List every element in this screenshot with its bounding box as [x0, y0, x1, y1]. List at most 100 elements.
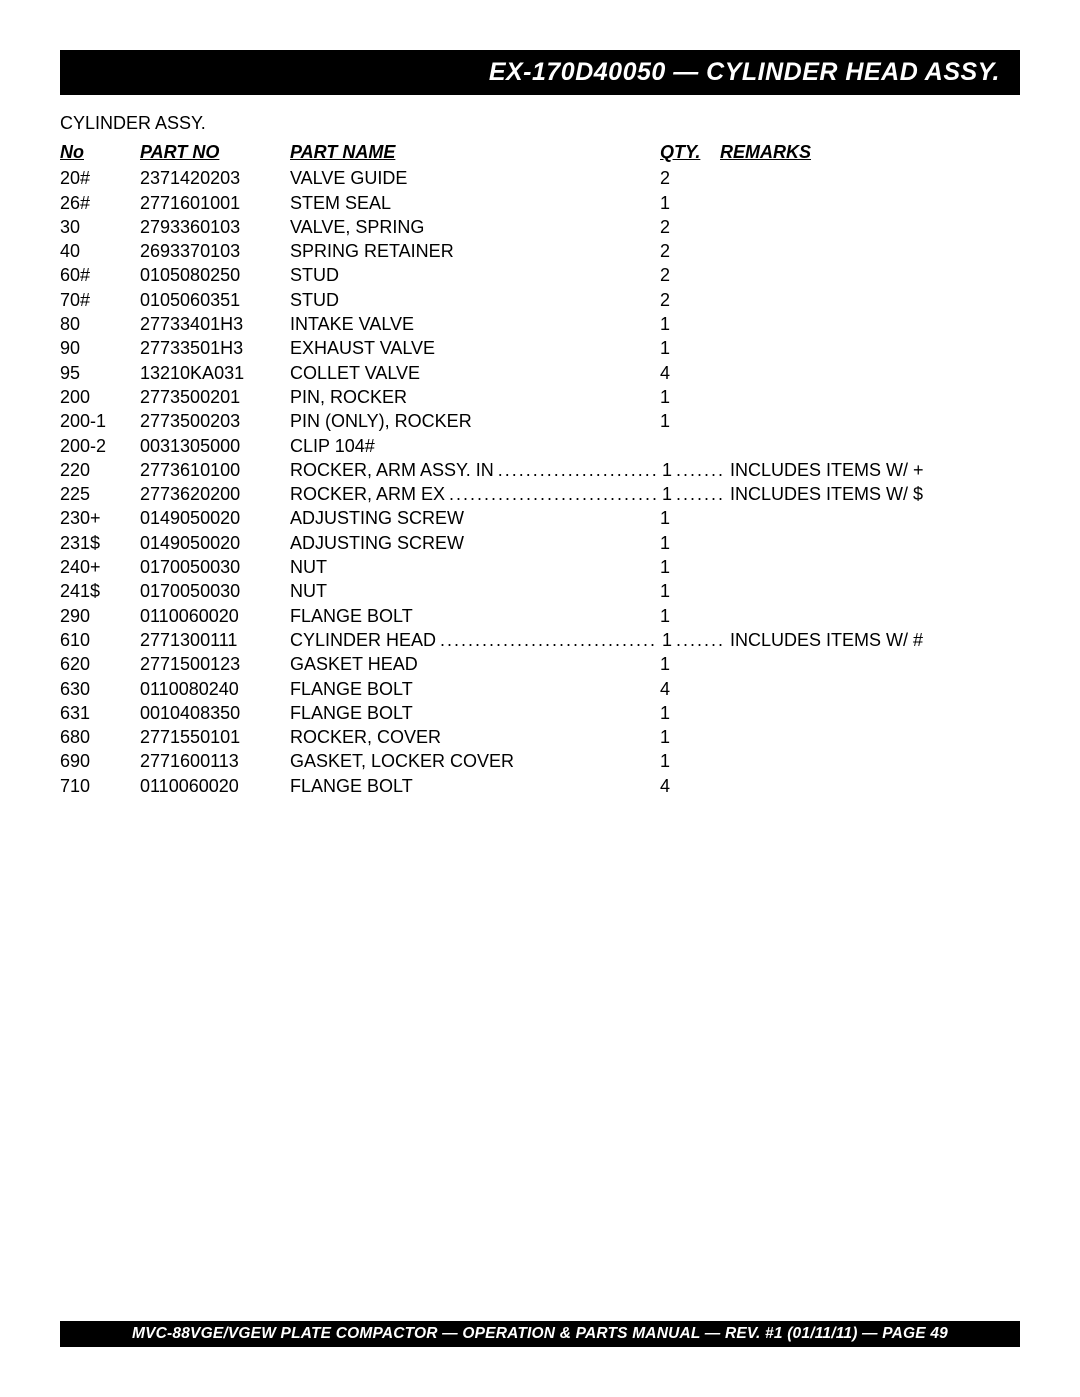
assembly-subtitle: CYLINDER ASSY.	[60, 113, 1020, 134]
leader-dots: ........	[676, 458, 726, 482]
cell-qty: 1	[660, 531, 720, 555]
table-row: 200-12773500203PIN (ONLY), ROCKER1	[60, 409, 1020, 433]
cell-partno: 0170050030	[140, 555, 290, 579]
cell-qty: 2	[660, 263, 720, 287]
footer-bar: MVC-88VGE/VGEW PLATE COMPACTOR — OPERATI…	[60, 1321, 1020, 1347]
cell-qty: 1	[660, 191, 720, 215]
cell-no: 200-1	[60, 409, 140, 433]
table-row: 231$0149050020ADJUSTING SCREW1	[60, 531, 1020, 555]
cell-qty: 1	[660, 652, 720, 676]
cell-no: 230+	[60, 506, 140, 530]
table-row: 20#2371420203VALVE GUIDE2	[60, 166, 1020, 190]
table-row: 2252773620200ROCKER, ARM EX ............…	[60, 482, 1020, 506]
cell-qty: 4	[660, 677, 720, 701]
cell-remarks	[720, 336, 1020, 360]
cell-remarks	[720, 506, 1020, 530]
cell-qty: 1	[660, 555, 720, 579]
cell-partno: 0170050030	[140, 579, 290, 603]
cell-name: ADJUSTING SCREW	[290, 531, 660, 555]
cell-no: 80	[60, 312, 140, 336]
cell-name: COLLET VALVE	[290, 361, 660, 385]
cell-name: GASKET HEAD	[290, 652, 660, 676]
cell-partno: 2771600113	[140, 749, 290, 773]
cell-qty: 1	[660, 482, 672, 506]
cell-name: FLANGE BOLT	[290, 701, 660, 725]
header-partno: PART NO	[140, 140, 290, 164]
cell-partno: 0010408350	[140, 701, 290, 725]
cell-no: 620	[60, 652, 140, 676]
cell-partno: 0031305000	[140, 434, 290, 458]
cell-name: GASKET, LOCKER COVER	[290, 749, 660, 773]
cell-remarks	[720, 677, 1020, 701]
cell-qty: 1	[660, 701, 720, 725]
cell-name: STUD	[290, 288, 660, 312]
leader-dots: ........................................…	[498, 458, 656, 482]
cell-partno: 2371420203	[140, 166, 290, 190]
table-row: 60#0105080250STUD2	[60, 263, 1020, 287]
cell-partno: 2793360103	[140, 215, 290, 239]
cell-qty: 1	[660, 458, 672, 482]
cell-qty: 2	[660, 239, 720, 263]
cell-remarks	[720, 312, 1020, 336]
table-row: 200-20031305000CLIP 104#	[60, 434, 1020, 458]
cell-remarks: INCLUDES ITEMS W/ $	[730, 482, 923, 506]
cell-no: 631	[60, 701, 140, 725]
cell-name: STEM SEAL	[290, 191, 660, 215]
table-row: 402693370103SPRING RETAINER2	[60, 239, 1020, 263]
parts-table: No PART NO PART NAME QTY. REMARKS 20#237…	[60, 140, 1020, 798]
cell-name: ROCKER, COVER	[290, 725, 660, 749]
cell-partno: 2771601001	[140, 191, 290, 215]
cell-remarks	[720, 239, 1020, 263]
cell-qty: 1	[660, 336, 720, 360]
cell-remarks	[720, 288, 1020, 312]
cell-partno: 0110080240	[140, 677, 290, 701]
cell-no: 241$	[60, 579, 140, 603]
cell-remarks	[720, 652, 1020, 676]
cell-remarks: INCLUDES ITEMS W/ +	[730, 458, 924, 482]
table-row: 9513210KA031COLLET VALVE4	[60, 361, 1020, 385]
cell-partno: 2773610100	[140, 458, 290, 482]
cell-partno: 2773500203	[140, 409, 290, 433]
cell-no: 95	[60, 361, 140, 385]
cell-name: NUT	[290, 555, 660, 579]
cell-partno: 0105080250	[140, 263, 290, 287]
table-row: 70#0105060351STUD2	[60, 288, 1020, 312]
cell-no: 630	[60, 677, 140, 701]
cell-qty	[660, 434, 720, 458]
cell-name: EXHAUST VALVE	[290, 336, 660, 360]
cell-qty: 2	[660, 288, 720, 312]
cell-name: CLIP 104#	[290, 434, 660, 458]
cell-no: 225	[60, 482, 140, 506]
table-row: 302793360103VALVE, SPRING2	[60, 215, 1020, 239]
cell-remarks	[720, 385, 1020, 409]
cell-qty: 1	[660, 628, 672, 652]
cell-no: 200	[60, 385, 140, 409]
cell-partno: 2771300111	[140, 628, 290, 652]
table-row: 9027733501H3EXHAUST VALVE1	[60, 336, 1020, 360]
table-row: 6202771500123GASKET HEAD1	[60, 652, 1020, 676]
cell-no: 60#	[60, 263, 140, 287]
cell-remarks	[720, 361, 1020, 385]
table-header-row: No PART NO PART NAME QTY. REMARKS	[60, 140, 1020, 164]
table-row: 7100110060020FLANGE BOLT4	[60, 774, 1020, 798]
cell-name: ADJUSTING SCREW	[290, 506, 660, 530]
header-name: PART NAME	[290, 140, 660, 164]
cell-qty: 1	[660, 312, 720, 336]
cell-no: 710	[60, 774, 140, 798]
cell-partno: 2773500201	[140, 385, 290, 409]
cell-name: INTAKE VALVE	[290, 312, 660, 336]
cell-name: VALVE GUIDE	[290, 166, 660, 190]
cell-name: PIN, ROCKER	[290, 385, 660, 409]
cell-no: 680	[60, 725, 140, 749]
table-row: 6102771300111CYLINDER HEAD .............…	[60, 628, 1020, 652]
cell-no: 240+	[60, 555, 140, 579]
cell-partno: 27733401H3	[140, 312, 290, 336]
cell-no: 220	[60, 458, 140, 482]
cell-remarks	[720, 774, 1020, 798]
cell-qty: 2	[660, 166, 720, 190]
header-no: No	[60, 140, 140, 164]
table-row: 2002773500201PIN, ROCKER1	[60, 385, 1020, 409]
cell-name: ROCKER, ARM EX	[290, 482, 445, 506]
cell-no: 90	[60, 336, 140, 360]
cell-qty: 1	[660, 749, 720, 773]
